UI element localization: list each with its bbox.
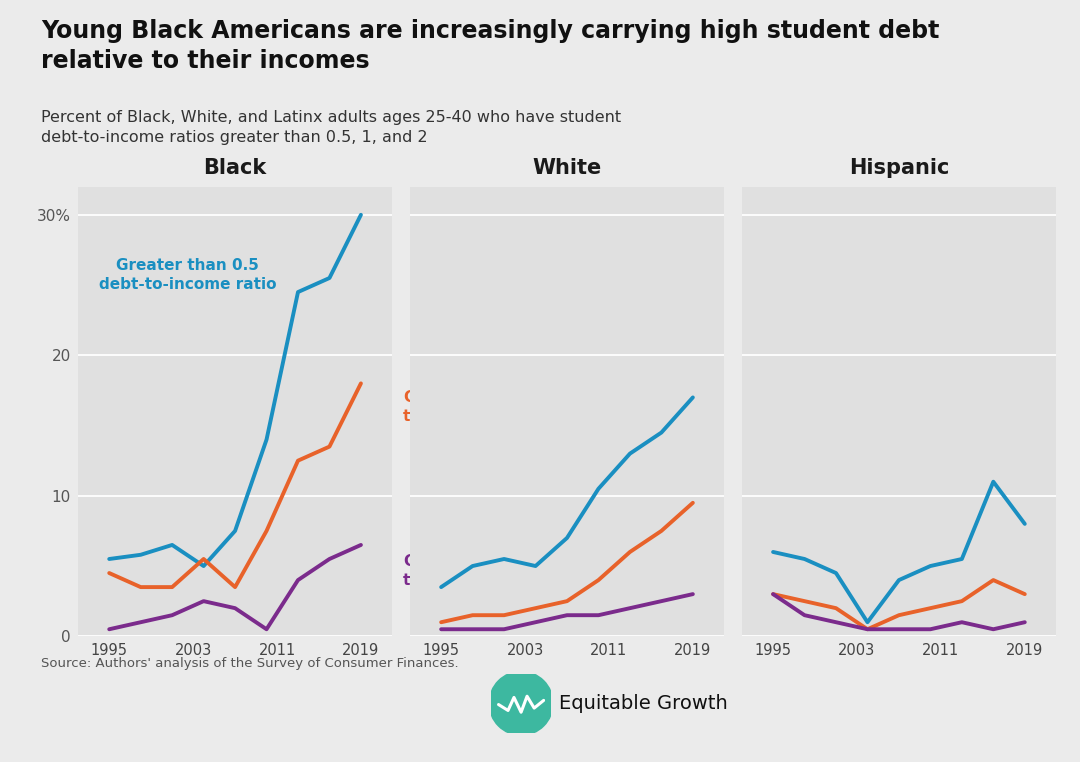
Title: Hispanic: Hispanic <box>849 158 949 178</box>
Text: Greater
than 1: Greater than 1 <box>404 390 470 424</box>
Text: Percent of Black, White, and Latinx adults ages 25-40 who have student
debt-to-i: Percent of Black, White, and Latinx adul… <box>41 110 621 146</box>
Circle shape <box>492 675 550 732</box>
Text: Greater than 0.5
debt-to-income ratio: Greater than 0.5 debt-to-income ratio <box>99 258 276 292</box>
Text: Source: Authors' analysis of the Survey of Consumer Finances.: Source: Authors' analysis of the Survey … <box>41 657 459 670</box>
Text: Equitable Growth: Equitable Growth <box>559 694 728 712</box>
Title: White: White <box>532 158 602 178</box>
Text: Greater
than 2: Greater than 2 <box>404 554 470 588</box>
Title: Black: Black <box>203 158 267 178</box>
Text: Young Black Americans are increasingly carrying high student debt
relative to th: Young Black Americans are increasingly c… <box>41 19 940 72</box>
